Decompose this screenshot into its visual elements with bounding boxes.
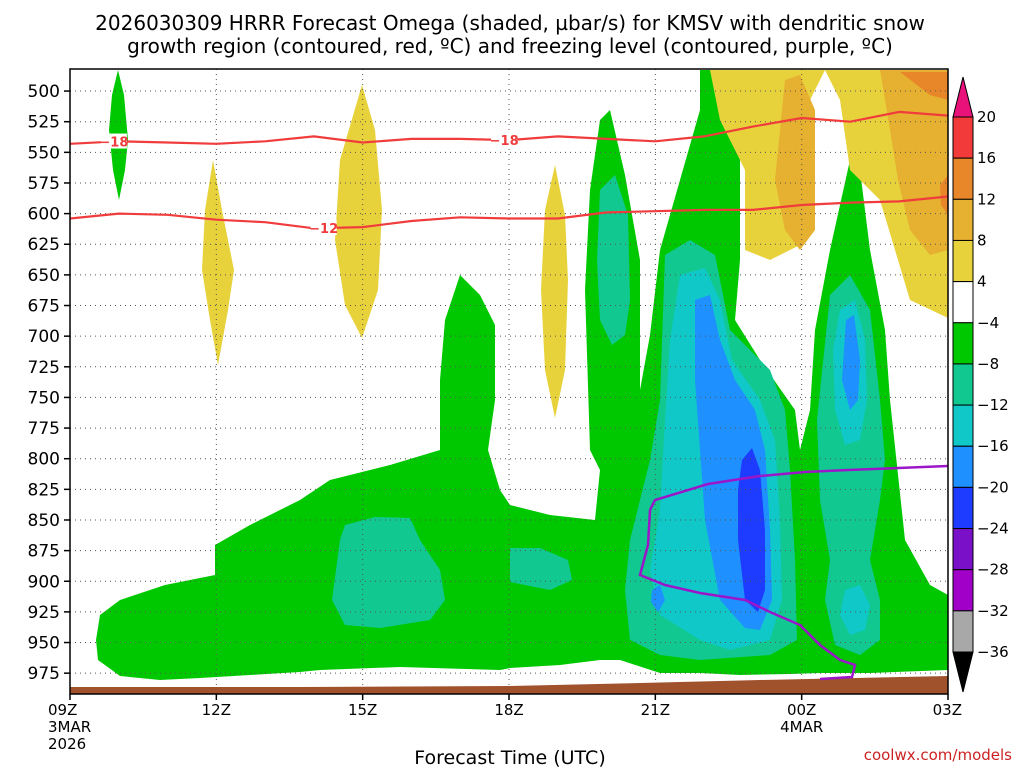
y-tick-label-16: 900	[28, 572, 60, 592]
x-tick-label-5: 00Z	[787, 701, 816, 719]
dgz-contour-label-1-0: −12	[309, 222, 338, 237]
x-tick-label-3: 18Z	[494, 701, 523, 719]
y-tick-label-0: 500	[28, 82, 60, 102]
y-tick-label-6: 650	[28, 266, 60, 286]
credit-text: coolwx.com/models	[864, 746, 1012, 764]
colorbar-swatch-7	[952, 404, 974, 447]
y-tick-label-17: 925	[28, 603, 60, 623]
colorbar-swatch-9	[952, 486, 974, 530]
chart-title-line2: growth region (contoured, red, ºC) and f…	[127, 34, 893, 58]
colorbar-label-0: 20	[977, 108, 996, 126]
colorbar-swatch-4	[952, 281, 974, 324]
y-tick-label-7: 675	[28, 297, 60, 317]
colorbar-label-12: −32	[977, 602, 1009, 620]
dgz-contours: −18 −18 −12	[70, 110, 948, 237]
colorbar-top-arrow	[952, 76, 974, 118]
omega-region-yellow-1	[202, 160, 234, 365]
y-tick-label-19: 975	[28, 664, 60, 684]
colorbar-label-10: −24	[977, 520, 1009, 538]
omega-region-orange-2	[880, 70, 948, 255]
colorbar-swatch-1	[952, 157, 974, 200]
y-tick-label-14: 850	[28, 511, 60, 531]
colorbar-label-6: −8	[977, 355, 999, 373]
colorbar-swatch-0	[952, 116, 974, 159]
x-tick-label-2: 15Z	[348, 701, 377, 719]
y-tick-label-11: 775	[28, 419, 60, 439]
freezing-level-contour	[638, 464, 948, 681]
x-tick-sublabel-0: 3MAR	[48, 718, 91, 736]
y-tick-label-5: 625	[28, 235, 60, 255]
omega-region-blue-small	[651, 585, 665, 612]
omega-region-darkblue-core	[738, 448, 765, 612]
colorbar-label-8: −16	[977, 437, 1009, 455]
colorbar-swatch-2	[952, 198, 974, 241]
x-tick-label-0: 09Z	[48, 701, 77, 719]
ground-surface	[70, 676, 948, 694]
colorbar-swatch-12	[952, 610, 974, 653]
y-tick-label-9: 725	[28, 358, 60, 378]
dgz-label-bg-1-0	[310, 220, 337, 236]
omega-region-red-edge	[940, 175, 948, 215]
x-tick-label-4: 21Z	[641, 701, 670, 719]
dgz-contour-label-0-0: −18	[99, 136, 128, 151]
y-tick-label-12: 800	[28, 450, 60, 470]
colorbar-swatch-6	[952, 363, 974, 406]
dgz-contour-1	[70, 195, 948, 230]
y-tick-label-18: 950	[28, 634, 60, 654]
x-tick-label-6: 03Z	[933, 701, 962, 719]
y-tick-label-13: 825	[28, 480, 60, 500]
x-tick-label-1: 12Z	[202, 701, 231, 719]
colorbar-label-13: −36	[977, 643, 1009, 661]
y-tick-label-4: 600	[28, 205, 60, 225]
omega-region-orange-3	[900, 72, 948, 100]
colorbar-label-3: 8	[977, 231, 987, 249]
omega-region-blue-right	[842, 315, 860, 410]
omega-region-yellow-upper-right	[710, 70, 948, 318]
colorbar-label-1: 16	[977, 149, 996, 167]
omega-region-teal-upper	[597, 175, 630, 345]
y-tick-label-3: 575	[28, 174, 60, 194]
y-axis: 500 525 550 575 600 625 650 675 700 725 750 775 800 8…	[28, 82, 70, 684]
chart-title-line1: 2026030309 HRRR Forecast Omega (shaded, …	[95, 11, 925, 35]
x-tick-sublabel2-0: 2026	[48, 735, 86, 753]
y-tick-label-1: 525	[28, 113, 60, 133]
omega-region-cyan-right-low	[840, 585, 870, 635]
y-tick-label-8: 700	[28, 327, 60, 347]
colorbar-swatch-10	[952, 528, 974, 571]
omega-region-yellow-3	[541, 165, 568, 418]
colorbar-label-7: −12	[977, 396, 1009, 414]
colorbar: 20 16 12 8 4 −4 −8 −12 −16 −20 −24 −28 −32 −36	[952, 76, 1009, 693]
colorbar-bottom-arrow	[952, 651, 974, 693]
x-tick-sublabel-5: 4MAR	[780, 718, 823, 736]
colorbar-label-5: −4	[977, 314, 999, 332]
dgz-contour-label-0-1: −18	[490, 134, 519, 149]
omega-region-teal-left	[332, 517, 445, 628]
plot-area: −18 −18 −12	[70, 69, 948, 694]
dgz-label-bg-0-1	[491, 131, 518, 147]
colorbar-label-11: −28	[977, 561, 1009, 579]
y-tick-label-2: 550	[28, 143, 60, 163]
colorbar-swatch-8	[952, 445, 974, 488]
grid-lines	[70, 69, 948, 694]
omega-region-teal-mid	[510, 548, 572, 590]
y-tick-label-10: 750	[28, 388, 60, 408]
colorbar-label-4: 4	[977, 273, 987, 291]
colorbar-label-2: 12	[977, 190, 996, 208]
dgz-label-bg-0-0	[100, 133, 127, 149]
x-axis-label: Forecast Time (UTC)	[414, 747, 605, 768]
colorbar-swatch-5	[952, 322, 974, 365]
colorbar-swatch-3	[952, 239, 974, 283]
colorbar-label-9: −20	[977, 478, 1009, 496]
y-tick-label-15: 875	[28, 542, 60, 562]
colorbar-swatch-11	[952, 569, 974, 612]
